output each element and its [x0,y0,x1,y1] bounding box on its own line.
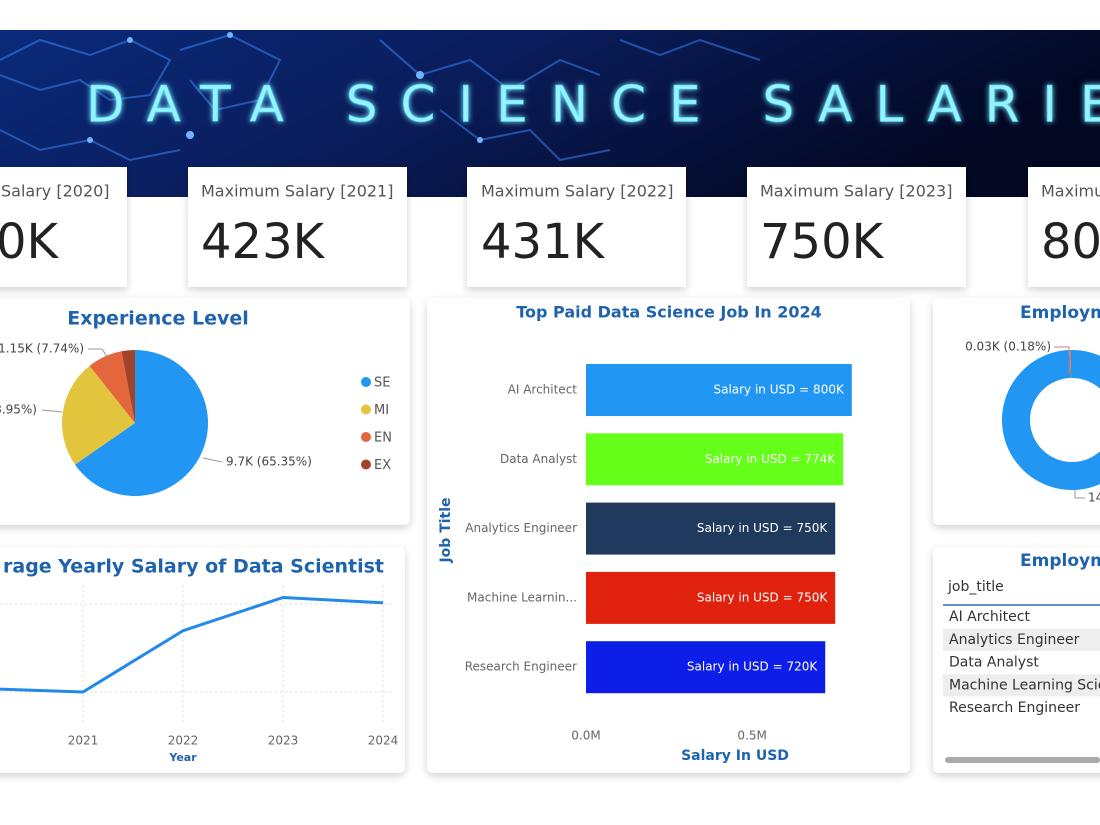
legend-marker [361,377,371,387]
pie-slice [61,365,135,465]
kpi-value: 750K [760,214,885,270]
kpi-label: Maximum Salary [2023] [760,182,952,201]
leader-line [41,409,63,413]
data-label: 3.95%) [0,403,37,417]
bar [586,364,852,416]
banner: DATA SCIENCE SALARIES [0,30,1100,197]
leader-line [88,348,109,359]
legend-label: SE [374,376,390,391]
legend-label: EN [374,431,392,446]
data-label: 14 [1088,491,1100,505]
x-axis-label: Year [168,751,197,764]
table-title: Employme [1020,551,1100,571]
row-bg [943,674,1100,697]
x-tick-label: 0.0M [571,729,600,743]
x-tick-label: 2024 [368,734,399,748]
kpi-label: Maximum Salary [2021] [201,182,393,201]
x-axis-label: Salary In USD [681,748,789,764]
kpi-card [467,167,686,287]
leader-line [1074,490,1085,499]
kpi-value: 423K [201,214,326,270]
data-label: Salary in USD = 720K [687,660,818,674]
table-cell: Research Engineer [949,700,1080,716]
legend-label: EX [374,458,391,473]
kpi-card [1028,167,1100,287]
y-tick-label: Research Engineer [465,660,577,674]
kpi-value: 431K [481,214,606,270]
data-label: Salary in USD = 800K [713,383,844,397]
data-label: Salary in USD = 750K [697,521,828,535]
line [0,595,384,694]
kpi-card [747,167,966,287]
pie-slice [75,350,208,496]
data-label: Salary in USD = 774K [705,452,836,466]
legend-marker [361,459,371,470]
scrollbar [945,757,1100,763]
data-label: 9.7K (65.35%) [226,455,312,469]
legend-marker [361,432,371,442]
table-cell: Data Analyst [949,655,1039,671]
bar [586,433,844,486]
kpi-card [0,167,127,287]
chart-title: Top Paid Data Science Job In 2024 [516,303,822,322]
table-header: job_title [947,579,1004,595]
x-tick-label: 2022 [168,734,199,748]
x-tick-label: 2023 [268,734,299,748]
y-tick-label: AI Architect [508,383,578,397]
data-label: 0.03K (0.18%) [965,340,1051,354]
chart-title: Experience Level [67,308,249,330]
bar [586,641,826,694]
y-axis-label: Job Title [438,497,454,563]
kpi-label: Maximum Salary [2022] [481,182,673,201]
kpi-value: 80 [1041,214,1100,270]
x-tick-label: 2021 [68,734,99,748]
data-label: 1.15K (7.74%) [0,342,84,356]
dashboard-title: DATA SCIENCE SALARIES [86,76,1100,134]
y-tick-label: Machine Learnin... [467,590,577,604]
x-tick-label: 0.5M [737,729,766,743]
y-tick-label: Data Analyst [500,452,577,466]
table-cell: Analytics Engineer [949,632,1080,648]
donut-slice [1002,350,1100,490]
leader-line [202,457,223,463]
row-bg [943,628,1100,651]
kpi-card [188,167,407,287]
table-cell: AI Architect [949,609,1030,625]
bar [586,502,836,555]
pie-slice [89,351,135,423]
pie-slice [121,350,135,423]
table-cell: Machine Learning Scient [949,677,1100,693]
y-tick-label: Analytics Engineer [465,521,577,535]
data-label: Salary in USD = 750K [697,590,828,604]
bar [586,571,836,624]
legend-marker [361,404,371,415]
kpi-value: 0K [0,214,60,270]
legend-label: MI [374,403,389,418]
donut-slice [1069,350,1072,379]
leader-line [1054,346,1070,375]
kpi-label: Maximu [1041,182,1100,201]
kpi-label: Salary [2020] [1,182,110,201]
chart-title: rage Yearly Salary of Data Scientist [3,556,384,578]
chart-title: Employme [1020,303,1100,323]
